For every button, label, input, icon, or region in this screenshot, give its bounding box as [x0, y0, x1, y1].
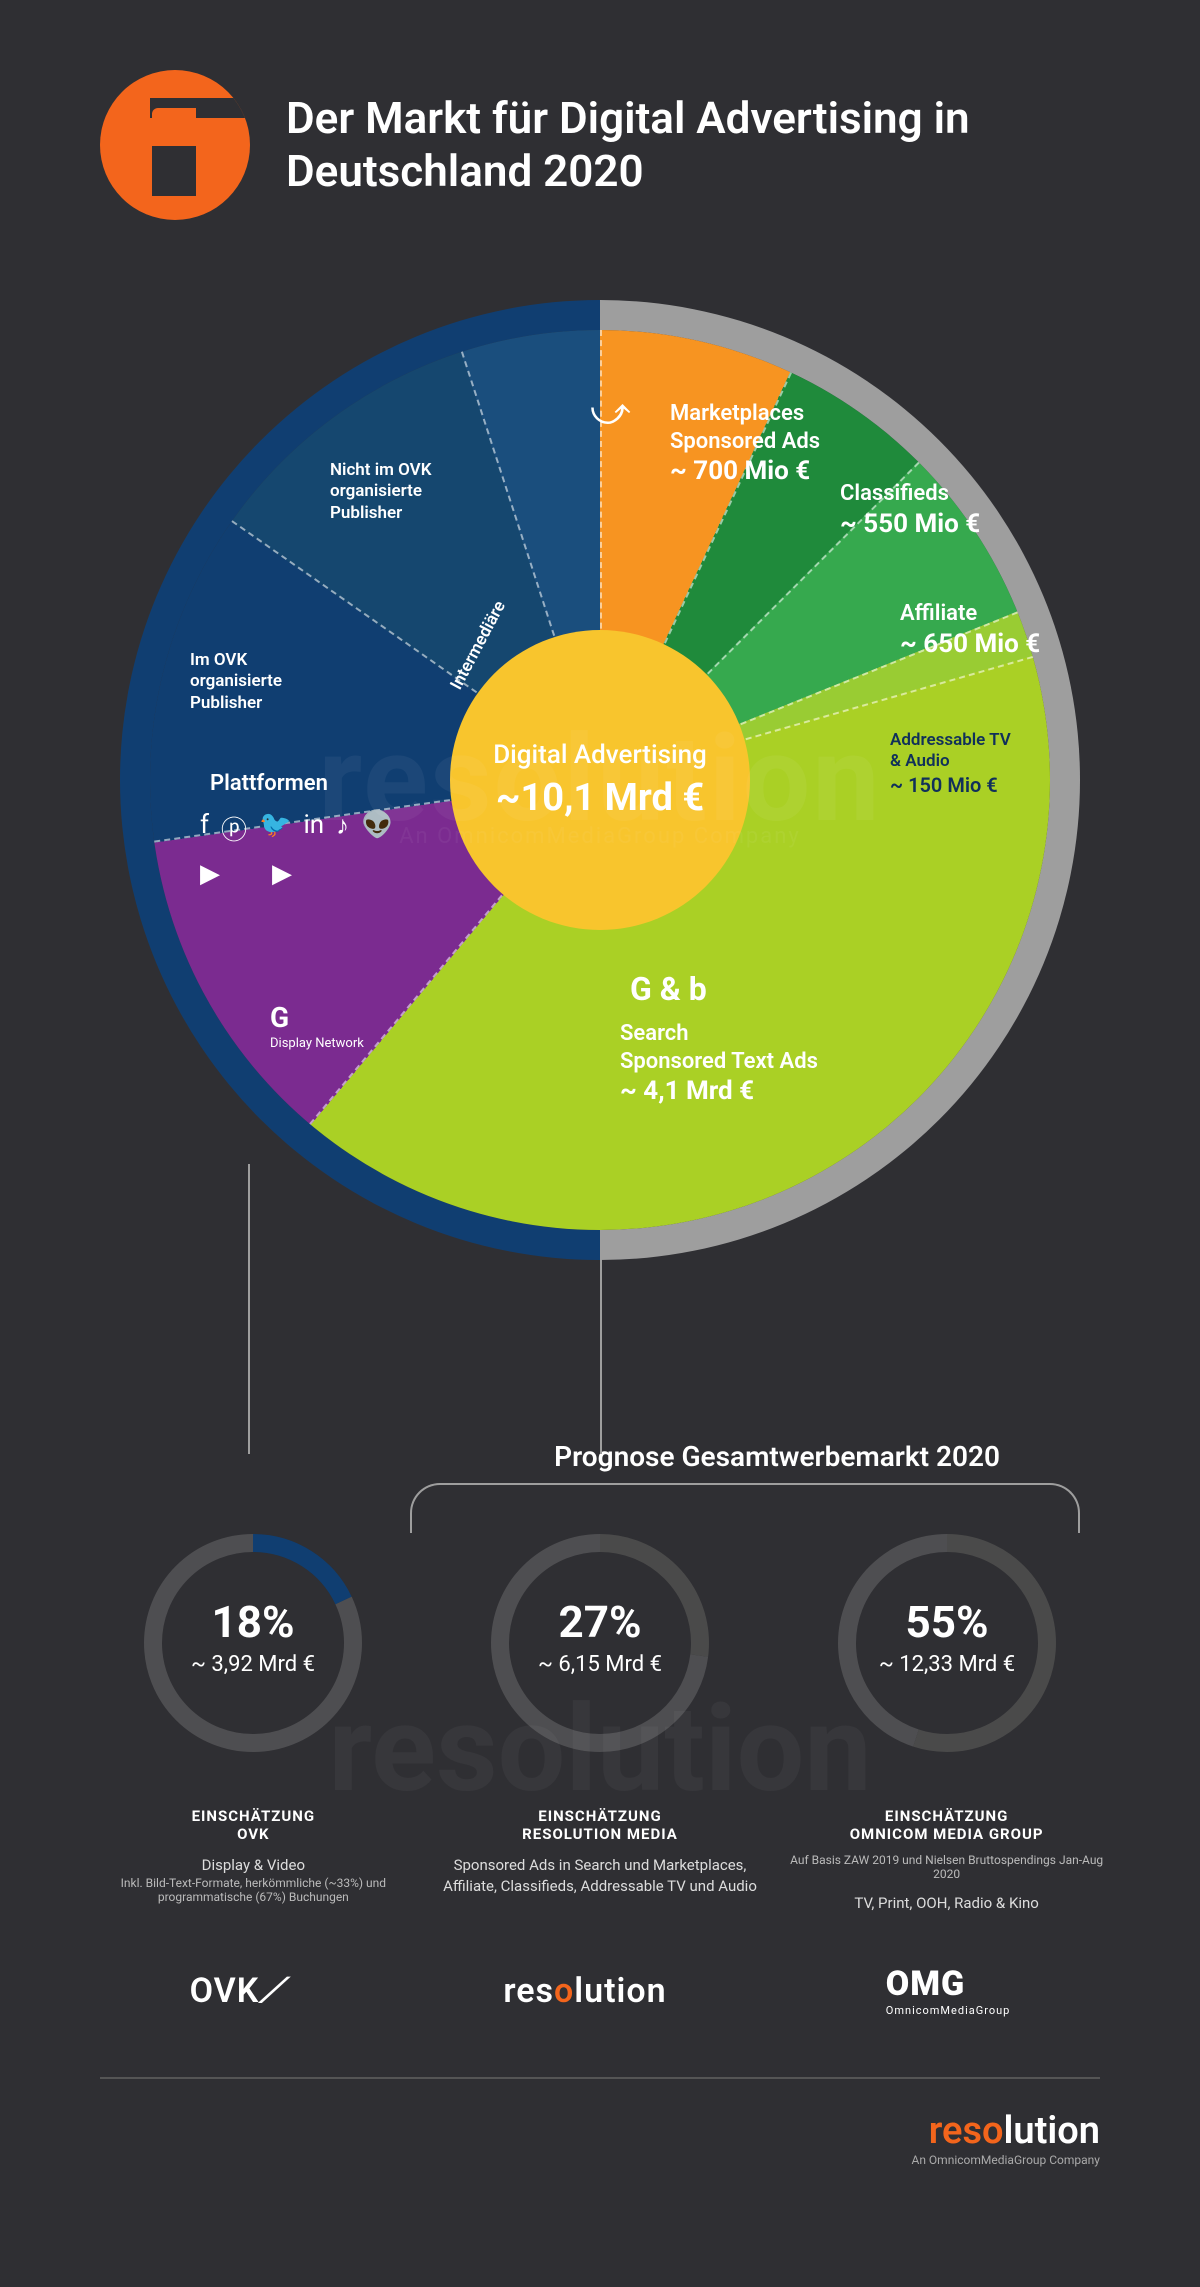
- svg-text:55%: 55%: [905, 1596, 988, 1648]
- omg-logo: OMGOmnicomMediaGroup: [886, 1964, 1011, 2017]
- svg-text:18%: 18%: [212, 1596, 295, 1648]
- gauge-body: Display & Video: [93, 1855, 413, 1876]
- chart-center: Digital Advertising ~10,1 Mrd €: [450, 630, 750, 930]
- label-display-network: G Display Network: [270, 1000, 364, 1053]
- gauge-heading-2: OVK: [93, 1825, 413, 1843]
- gauge-body: TV, Print, OOH, Radio & Kino: [787, 1893, 1107, 1914]
- gauge-heading-2: OMNICOM MEDIA GROUP: [787, 1825, 1107, 1843]
- gauge-ring-icon: 55% ~ 12,33 Mrd €: [817, 1513, 1077, 1773]
- brand-logos: OVK⟋ resolution OMGOmnicomMediaGroup: [0, 1914, 1200, 2047]
- gauge-fine: Inkl. Bild-Text-Formate, herkömmliche (~…: [93, 1876, 413, 1904]
- gauge-body: Sponsored Ads in Search und Marketplaces…: [440, 1855, 760, 1897]
- company-logo-icon: [100, 70, 250, 220]
- gauge-heading-2: RESOLUTION MEDIA: [440, 1825, 760, 1843]
- gauge-fine: Auf Basis ZAW 2019 und Nielsen Bruttospe…: [787, 1853, 1107, 1881]
- other-icon: ▶: [200, 859, 220, 889]
- gauge-heading: EINSCHÄTZUNG: [93, 1807, 413, 1825]
- label-addressable: Addressable TV & Audio ~ 150 Mio €: [890, 730, 1011, 798]
- gauge-omg: 55% ~ 12,33 Mrd € EINSCHÄTZUNG OMNICOM M…: [787, 1513, 1107, 1914]
- center-value: ~10,1 Mrd €: [496, 776, 704, 820]
- center-label: Digital Advertising: [493, 740, 707, 770]
- svg-text:~ 3,92 Mrd €: ~ 3,92 Mrd €: [191, 1652, 315, 1677]
- label-im-ovk: Im OVK organisierte Publisher: [190, 650, 282, 714]
- connector-lines: [0, 1320, 1200, 1440]
- gauge-ovk: 18% ~ 3,92 Mrd € EINSCHÄTZUNG OVK Displa…: [93, 1513, 413, 1914]
- tiktok-icon: ♪: [336, 810, 349, 847]
- gauge-heading: EINSCHÄTZUNG: [787, 1807, 1107, 1825]
- twitter-icon: 🐦: [259, 810, 291, 847]
- pinterest-icon: ⓟ: [221, 810, 247, 847]
- page-title: Der Markt für Digital Advertising in Deu…: [286, 92, 1100, 198]
- search-engines-icon: G & b: [630, 970, 707, 1008]
- gauge-ring-icon: 18% ~ 3,92 Mrd €: [123, 1513, 383, 1773]
- footer: resolution An OmnicomMediaGroup Company: [0, 2109, 1200, 2167]
- label-marketplaces: Marketplaces Sponsored Ads ~ 700 Mio €: [670, 400, 820, 488]
- label-affiliate: Affiliate ~ 650 Mio €: [900, 600, 1040, 660]
- divider: [100, 2077, 1100, 2079]
- amazon-icon: ⤻: [590, 390, 631, 434]
- label-plattformen: Plattformen: [210, 770, 328, 798]
- gauge-resolution: 27% ~ 6,15 Mrd € EINSCHÄTZUNG RESOLUTION…: [440, 1513, 760, 1914]
- ovk-logo: OVK⟋: [190, 1971, 285, 2011]
- gauge-heading: EINSCHÄTZUNG: [440, 1807, 760, 1825]
- reddit-icon: 👽: [361, 810, 393, 847]
- gauge-ring-icon: 27% ~ 6,15 Mrd €: [470, 1513, 730, 1773]
- footer-sub: An OmnicomMediaGroup Company: [100, 2153, 1100, 2167]
- linkedin-icon: in: [303, 810, 324, 847]
- social-platform-icons: f ⓟ 🐦 in ♪ 👽 ▶ ▶: [200, 810, 400, 889]
- resolution-logo: resolution: [503, 1971, 666, 2011]
- label-classifieds: Classifieds ~ 550 Mio €: [840, 480, 980, 540]
- label-nicht-ovk: Nicht im OVK organisierte Publisher: [330, 460, 432, 524]
- label-search: Search Sponsored Text Ads ~ 4,1 Mrd €: [620, 1020, 818, 1108]
- facebook-icon: f: [200, 810, 209, 847]
- svg-text:~ 6,15 Mrd €: ~ 6,15 Mrd €: [538, 1652, 662, 1677]
- footer-brand: resolution: [100, 2109, 1100, 2153]
- svg-text:27%: 27%: [558, 1596, 641, 1648]
- pie-chart: Digital Advertising ~10,1 Mrd € Marketpl…: [100, 280, 1100, 1280]
- bracket: [410, 1483, 1080, 1533]
- svg-text:~ 12,33 Mrd €: ~ 12,33 Mrd €: [878, 1652, 1014, 1677]
- youtube-icon: ▶: [272, 859, 292, 889]
